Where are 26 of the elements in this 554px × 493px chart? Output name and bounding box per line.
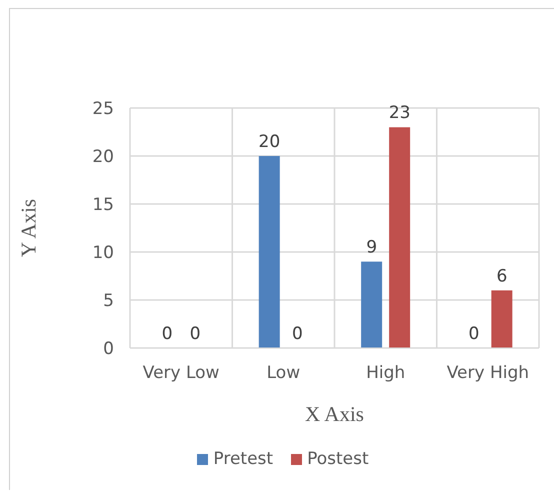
data-label: 9: [366, 238, 378, 258]
bar: [491, 290, 512, 348]
x-axis-title: X Axis: [305, 402, 364, 426]
x-tick-label: Very Low: [142, 363, 220, 384]
x-tick-label: Very High: [446, 363, 530, 384]
legend-label: Pretest: [213, 449, 274, 469]
data-label: 0: [468, 324, 480, 344]
x-tick-label: High: [366, 363, 406, 384]
y-tick-label: 0: [103, 339, 114, 360]
data-label: 0: [292, 324, 303, 344]
y-tick-label: 10: [92, 243, 114, 264]
data-label: 6: [496, 266, 508, 286]
y-tick-label: 25: [92, 99, 114, 120]
data-label: 0: [190, 324, 201, 344]
x-tick-label: Low: [266, 363, 300, 384]
data-label: 0: [162, 324, 173, 344]
data-label: 23: [388, 103, 410, 124]
y-tick-label: 20: [92, 147, 114, 168]
y-tick-label: 15: [92, 195, 114, 216]
bar: [389, 127, 410, 348]
bar: [258, 156, 280, 348]
y-tick-label: 5: [103, 291, 114, 312]
y-axis-title: Y Axis: [16, 198, 40, 258]
bar: [361, 262, 382, 348]
legend-label: Postest: [307, 449, 369, 469]
data-label: 20: [258, 132, 280, 152]
